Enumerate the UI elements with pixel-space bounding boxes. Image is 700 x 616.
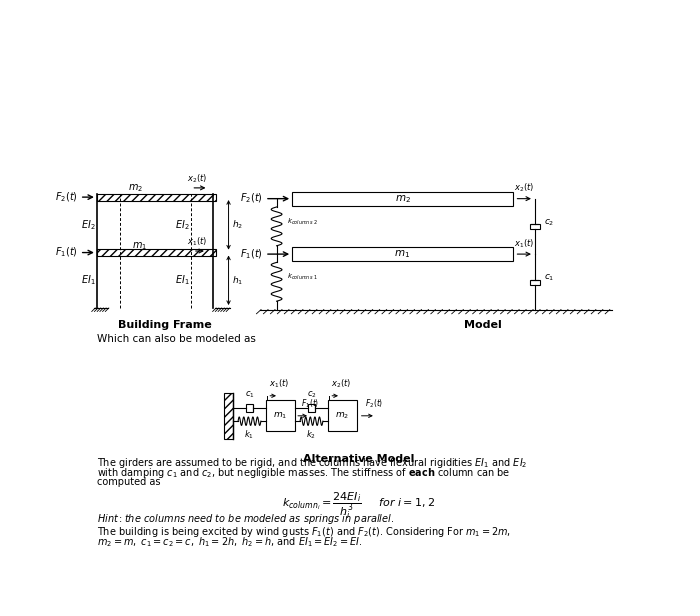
Text: Which can also be modeled as: Which can also be modeled as — [97, 334, 256, 344]
Text: $F_1(t)$: $F_1(t)$ — [300, 398, 319, 410]
Text: $m_1$: $m_1$ — [395, 248, 411, 260]
Text: $k_2$: $k_2$ — [307, 429, 316, 442]
Text: The building is being excited by wind gusts $F_1(t)$ and $F_2(t)$. Considering F: The building is being excited by wind gu… — [97, 525, 511, 539]
Text: $k_{column_i} = \dfrac{24EI_i}{h_i^3}$     $\mathit{for}\ i = 1, 2$: $k_{column_i} = \dfrac{24EI_i}{h_i^3}$ $… — [282, 492, 435, 521]
Text: $x_2(t)$: $x_2(t)$ — [514, 182, 534, 195]
Text: $k_{columns\ 2}$: $k_{columns\ 2}$ — [287, 217, 318, 227]
Text: $x_1(t)$: $x_1(t)$ — [514, 237, 534, 250]
Text: $x_1(t)$: $x_1(t)$ — [187, 235, 207, 248]
Text: $m_1$: $m_1$ — [273, 410, 288, 421]
Text: $F_2(t)$: $F_2(t)$ — [240, 192, 262, 206]
Text: $c_1$: $c_1$ — [544, 273, 554, 283]
Text: $m_2$: $m_2$ — [395, 193, 410, 205]
Text: $F_2(t)$: $F_2(t)$ — [365, 398, 384, 410]
Text: $c_2$: $c_2$ — [307, 390, 316, 400]
Text: $EI_2$: $EI_2$ — [175, 218, 190, 232]
Text: $EI_1$: $EI_1$ — [175, 274, 190, 287]
Bar — [97, 249, 216, 256]
Text: $x_1(t)$: $x_1(t)$ — [269, 377, 289, 389]
Text: $F_1(t)$: $F_1(t)$ — [55, 246, 78, 259]
Text: $F_1(t)$: $F_1(t)$ — [240, 247, 262, 261]
Bar — [97, 193, 216, 201]
Text: $c_1$: $c_1$ — [244, 390, 254, 400]
Text: $h_2$: $h_2$ — [232, 219, 244, 231]
Bar — [266, 400, 295, 431]
Text: $m_2 = m,\ c_1 = c_2 = c,\ h_1 = 2h,\ h_2 = h$, and $EI_1 = EI_2 = EI$.: $m_2 = m,\ c_1 = c_2 = c,\ h_1 = 2h,\ h_… — [97, 535, 363, 549]
Text: Alternative Model: Alternative Model — [303, 455, 414, 464]
Bar — [292, 192, 513, 206]
Bar — [530, 280, 540, 285]
Bar — [328, 400, 357, 431]
Text: with damping $c_1$ and $c_2$, but negligible masses. The stiffness of $\mathbf{e: with damping $c_1$ and $c_2$, but neglig… — [97, 466, 510, 480]
Text: $x_2(t)$: $x_2(t)$ — [331, 377, 351, 389]
Text: $k_{columns\ 1}$: $k_{columns\ 1}$ — [287, 272, 318, 282]
Text: $\mathit{Hint: the\ columns\ need\ to\ be\ modeled\ as\ springs\ in\ parallel.}$: $\mathit{Hint: the\ columns\ need\ to\ b… — [97, 512, 394, 526]
Text: Building Frame: Building Frame — [118, 320, 212, 330]
Text: $EI_2$: $EI_2$ — [81, 218, 96, 232]
Text: $F_2(t)$: $F_2(t)$ — [55, 190, 78, 204]
Bar — [307, 404, 315, 412]
Text: The girders are assumed to be rigid, and the columns have flexural rigidities $E: The girders are assumed to be rigid, and… — [97, 456, 527, 470]
Text: $m_2$: $m_2$ — [128, 182, 143, 194]
Text: computed as: computed as — [97, 477, 160, 487]
Bar — [224, 393, 233, 439]
Bar — [292, 247, 513, 261]
Text: $m_2$: $m_2$ — [335, 410, 349, 421]
Text: $EI_1$: $EI_1$ — [81, 274, 96, 287]
Text: $h_1$: $h_1$ — [232, 274, 244, 286]
Text: $k_1$: $k_1$ — [244, 429, 255, 442]
Text: $c_2$: $c_2$ — [544, 217, 554, 228]
Text: $m_1$: $m_1$ — [132, 240, 147, 252]
Text: $x_2(t)$: $x_2(t)$ — [188, 172, 208, 185]
Text: Model: Model — [464, 320, 502, 330]
Bar — [530, 224, 540, 229]
Bar — [246, 404, 253, 412]
